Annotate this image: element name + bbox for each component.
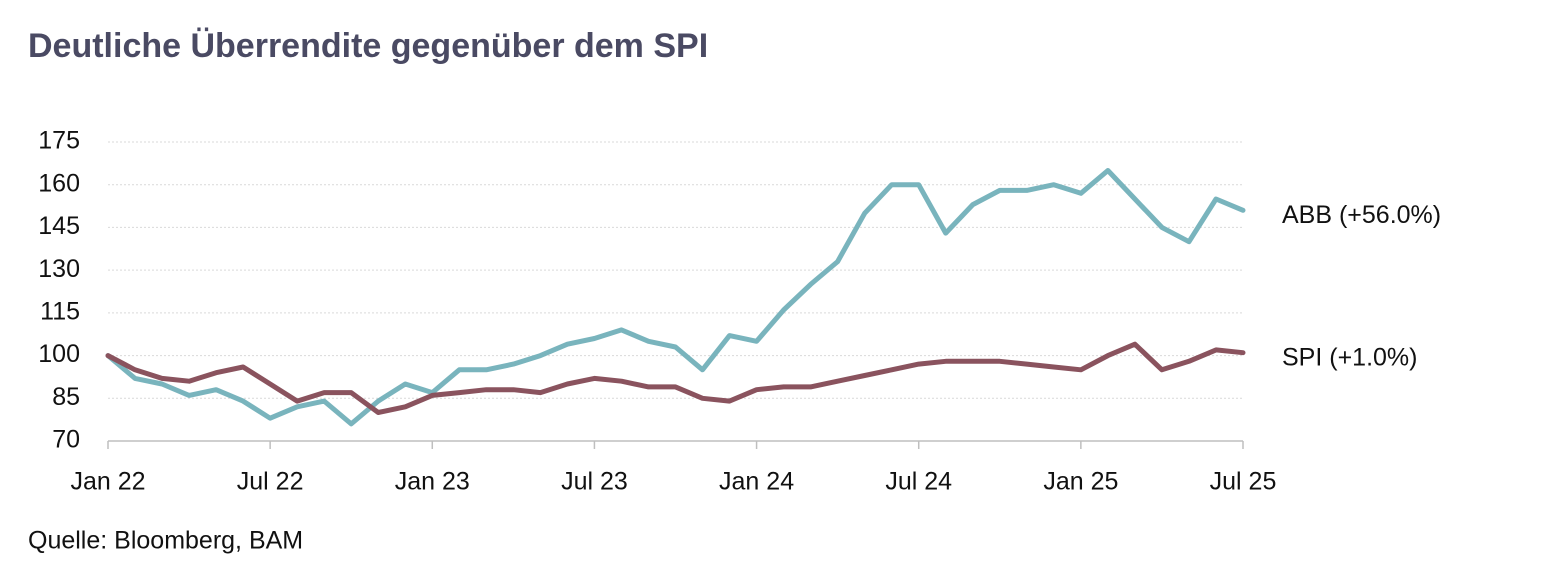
y-tick-label: 145 <box>38 212 80 240</box>
x-tick-label: Jul 22 <box>237 468 304 496</box>
y-tick-label: 160 <box>38 169 80 197</box>
series-line <box>105 168 1246 427</box>
y-tick-label: 130 <box>38 255 80 283</box>
y-tick-label: 70 <box>52 426 80 454</box>
chart-title: Deutliche Überrendite gegenüber dem SPI <box>28 27 708 65</box>
x-tick-label: Jan 24 <box>719 468 794 496</box>
x-tick-label: Jan 25 <box>1043 468 1118 496</box>
x-tick-label: Jul 24 <box>885 468 952 496</box>
y-tick-label: 100 <box>38 340 80 368</box>
y-tick-label: 175 <box>38 127 80 155</box>
x-tick-label: Jul 23 <box>561 468 628 496</box>
series-label: ABB (+56.0%) <box>1282 201 1441 229</box>
y-tick-label: 115 <box>40 297 80 325</box>
series-line <box>105 341 1246 415</box>
x-tick-label: Jan 22 <box>70 468 145 496</box>
y-tick-label: 85 <box>52 383 80 411</box>
series-label: SPI (+1.0%) <box>1282 343 1417 371</box>
source: Quelle: Bloomberg, BAM <box>28 527 303 555</box>
x-tick-label: Jul 25 <box>1210 468 1277 496</box>
x-tick-label: Jan 23 <box>395 468 470 496</box>
